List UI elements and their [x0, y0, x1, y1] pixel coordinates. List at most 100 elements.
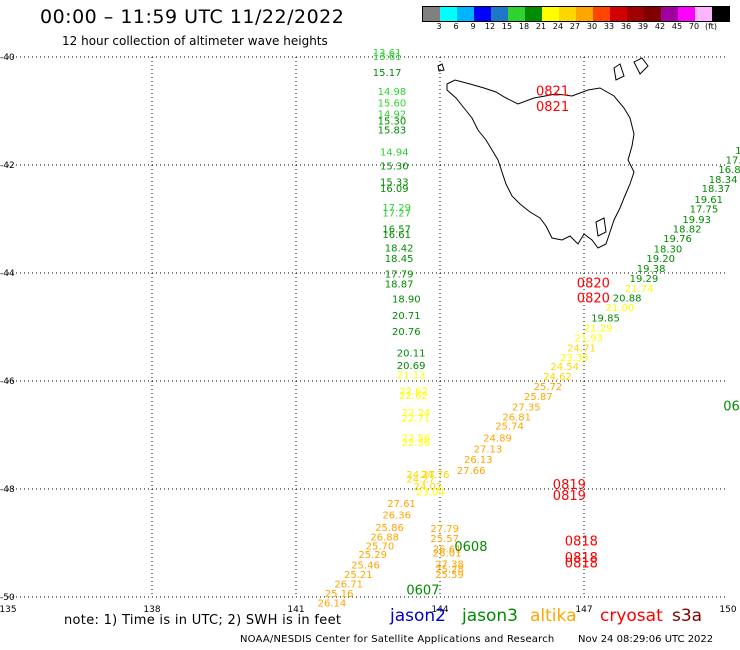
- legend-swatch: [491, 7, 508, 21]
- legend-tick: 18: [518, 22, 530, 31]
- latitude-tick-label: -42: [0, 161, 15, 171]
- latitude-tick-label: -48: [0, 485, 15, 495]
- swh-value-label: 20.11: [397, 349, 426, 360]
- pass-time-label: 0609: [723, 400, 740, 415]
- swh-value-label: 24.02: [414, 482, 443, 493]
- swh-value-label: 18.45: [385, 254, 414, 265]
- swh-value-label: 15.33: [380, 178, 409, 189]
- swh-value-label: 20.71: [392, 311, 421, 322]
- pass-time-label: 0607: [406, 583, 439, 598]
- pass-time-label: 0818: [565, 556, 598, 571]
- swh-value-label: 27.35: [512, 403, 541, 414]
- swh-value-label: 17.27: [382, 208, 411, 219]
- swh-value-label: 15.30: [380, 161, 409, 172]
- swh-value-label: 27.38: [435, 559, 464, 570]
- swh-value-label: 25.57: [430, 534, 459, 545]
- longitude-tick-label: 141: [287, 605, 304, 615]
- swh-value-label: 18.87: [385, 280, 414, 291]
- swh-value-label: 25.70: [366, 541, 395, 552]
- island-south: [595, 217, 607, 237]
- legend-swatch: [644, 7, 661, 21]
- legend-swatch: [576, 7, 593, 21]
- swh-value-label: 20.76: [392, 327, 421, 338]
- pass-time-label: 0820: [577, 292, 610, 307]
- legend-swatch: [440, 7, 457, 21]
- swh-value-label: 26.61: [433, 545, 462, 556]
- swh-value-label: 16.82: [718, 165, 740, 176]
- legend-swatch: [593, 7, 610, 21]
- legend-swatch: [542, 7, 559, 21]
- swh-value-label: 25.86: [375, 523, 404, 534]
- color-legend-bar: [422, 6, 730, 22]
- pass-time-label: 0821: [536, 84, 569, 99]
- legend-tick: 9: [470, 22, 476, 31]
- swh-value-label: 24.27: [406, 470, 435, 481]
- swh-value-label: 15.17: [373, 68, 402, 79]
- swh-value-label: 26.71: [334, 579, 363, 590]
- swh-value-label: 25.21: [344, 570, 373, 581]
- legend-tick: 21: [535, 22, 547, 31]
- legend-swatch: [508, 7, 525, 21]
- legend-swatch: [678, 7, 695, 21]
- longitude-tick-label: 147: [575, 605, 592, 615]
- swh-value-label: 22.24: [402, 408, 431, 419]
- legend-tick: 15: [501, 22, 513, 31]
- swh-value-label: 26.36: [382, 511, 411, 522]
- pass-time-label: 0819: [553, 478, 586, 493]
- swh-value-label: 22.62: [399, 391, 428, 402]
- legend-tick: 27: [569, 22, 581, 31]
- swh-value-label: 20.69: [397, 361, 426, 372]
- legend-tick: 36: [620, 22, 632, 31]
- swh-value-label: 24.89: [483, 433, 512, 444]
- swh-value-label: 25.46: [351, 560, 380, 571]
- swh-value-label: 23.35: [560, 353, 589, 364]
- swh-value-label: 25.87: [524, 392, 553, 403]
- longitude-tick-label: 150: [719, 605, 736, 615]
- swh-value-label: 13.61: [373, 52, 402, 63]
- pass-time-label: 0819: [553, 489, 586, 504]
- legend-tick: 24: [552, 22, 564, 31]
- latitude-tick-label: -46: [0, 377, 15, 387]
- legend-swatch: [423, 7, 440, 21]
- swh-value-label: 14.98: [378, 87, 407, 98]
- latitude-tick-label: -40: [0, 53, 15, 63]
- legend-swatch: [712, 7, 729, 21]
- swh-value-label: 27.61: [387, 499, 416, 510]
- legend-swatch: [661, 7, 678, 21]
- latitude-tick-label: -50: [0, 593, 15, 603]
- legend-tick: (ft): [704, 22, 718, 31]
- legend-tick: 12: [484, 22, 496, 31]
- swh-value-label: 24.54: [550, 362, 579, 373]
- legend-tick: 33: [603, 22, 615, 31]
- swh-value-label: 13.61: [373, 48, 402, 59]
- swh-value-label: 21.74: [625, 284, 654, 295]
- swh-value-label: 27.13: [474, 444, 503, 455]
- swh-value-label: 25.28: [435, 565, 464, 576]
- pass-time-label: 0608: [454, 540, 487, 555]
- pass-time-label: 0818: [565, 551, 598, 566]
- island-small: [437, 63, 445, 72]
- footer-note: note: 1) Time is in UTC; 2) SWH is in fe…: [64, 613, 342, 628]
- swh-value-label: 22.62: [399, 387, 428, 398]
- swh-value-label: 25.29: [358, 550, 387, 561]
- credit-line: NOAA/NESDIS Center for Satellite Applica…: [240, 634, 555, 645]
- swh-value-label: 20.88: [613, 294, 642, 305]
- legend-tick: 45: [671, 22, 683, 31]
- swh-value-label: 18.37: [702, 184, 731, 195]
- island-north: [633, 57, 649, 75]
- satellite-legend-altika: altika: [530, 606, 577, 626]
- swh-value-label: 21.29: [584, 323, 613, 334]
- legend-tick: 70: [688, 22, 700, 31]
- pass-time-label: 0821: [536, 100, 569, 115]
- satellite-legend-jason3: jason3: [462, 606, 518, 626]
- legend-swatch: [474, 7, 491, 21]
- swh-value-label: 17.75: [690, 205, 719, 216]
- swh-value-label: 22.56: [402, 438, 431, 449]
- satellite-legend-jason2: jason2: [390, 606, 446, 626]
- swh-value-label: 14.94: [380, 147, 409, 158]
- swh-value-label: 19.20: [646, 254, 675, 265]
- pass-time-label: 0818: [565, 535, 598, 550]
- swh-value-label: 16.09: [380, 184, 409, 195]
- legend-swatch: [610, 7, 627, 21]
